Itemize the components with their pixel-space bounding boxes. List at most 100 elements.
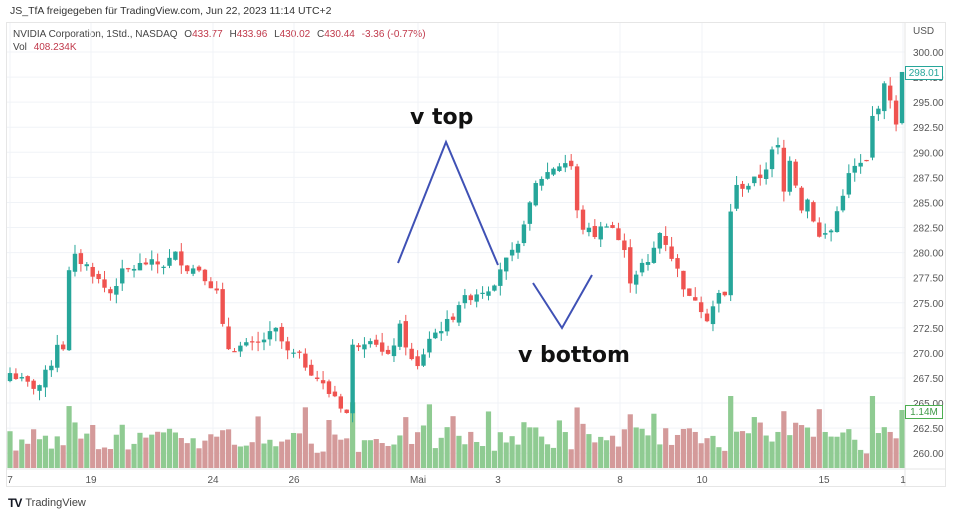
candle-body xyxy=(344,409,349,413)
volume-bar xyxy=(657,444,663,468)
candle-body xyxy=(149,259,154,265)
volume-bar xyxy=(722,450,728,468)
volume-bar xyxy=(184,443,190,468)
volume-bar xyxy=(515,444,521,468)
candle-body xyxy=(846,173,852,195)
volume-bar xyxy=(25,443,31,468)
volume-bar xyxy=(887,431,893,468)
volume-bar xyxy=(609,435,616,468)
candle-body xyxy=(409,348,414,360)
candle-body xyxy=(462,295,468,304)
volume-bar xyxy=(432,448,438,468)
candle-body xyxy=(60,344,66,350)
volume-bar xyxy=(385,445,391,468)
time-axis[interactable]: 7 19 24 26 Mai 3 8 10 15 1 xyxy=(7,475,906,486)
candle-body xyxy=(628,247,633,284)
candle-body xyxy=(799,187,804,211)
volume-bar xyxy=(202,440,208,468)
candle-body xyxy=(834,211,840,233)
volume-bar xyxy=(72,422,78,468)
volume-bar xyxy=(131,443,137,468)
volume-bar xyxy=(78,438,84,468)
v-bottom-line[interactable] xyxy=(532,274,593,330)
candle-body xyxy=(433,332,438,339)
candle-body xyxy=(675,258,680,269)
price-tick: 295.00 xyxy=(913,98,944,109)
volume-bar xyxy=(899,410,905,468)
candle-body xyxy=(492,285,497,291)
candle-body xyxy=(185,265,190,272)
volume-bar xyxy=(834,436,840,468)
price-axis[interactable]: 300.00297.50295.00292.50290.00287.50285.… xyxy=(913,48,944,460)
volume-bar xyxy=(190,438,196,468)
candle-body xyxy=(480,292,485,294)
candle-body xyxy=(84,264,89,267)
volume-bar xyxy=(698,443,704,468)
volume-bar xyxy=(509,436,515,468)
price-tick: 275.00 xyxy=(913,299,944,310)
candle-body xyxy=(350,344,355,414)
volume-bar xyxy=(651,413,657,468)
candle-body xyxy=(568,160,574,167)
volume-bar xyxy=(397,435,403,468)
candle-body xyxy=(249,341,255,343)
candle-body xyxy=(427,338,432,353)
candle-body xyxy=(858,162,863,167)
volume-bar xyxy=(438,437,444,468)
volume-bar xyxy=(373,438,379,468)
candle-body xyxy=(769,149,775,170)
volume-bar xyxy=(881,427,887,468)
volume-bar xyxy=(320,451,326,468)
v-top-annotation[interactable]: v top xyxy=(410,105,473,130)
candle-body xyxy=(645,262,651,265)
volume-bar xyxy=(674,434,681,468)
volume-bar xyxy=(875,433,881,468)
candle-body xyxy=(19,377,25,379)
volume-bar xyxy=(816,409,822,468)
candle-body xyxy=(320,380,326,384)
candle-body xyxy=(273,327,279,332)
candle-body xyxy=(13,373,19,380)
volume-bar xyxy=(527,427,533,468)
volume-bar xyxy=(733,431,740,468)
pattern-drawings[interactable]: v top v bottom xyxy=(397,105,630,368)
candle-body xyxy=(716,292,722,304)
volume-bar xyxy=(261,443,267,468)
candle-body xyxy=(173,251,178,260)
candle-body xyxy=(828,230,834,233)
volume-bar xyxy=(160,432,167,468)
volume-bar xyxy=(822,431,828,468)
candle-body xyxy=(108,289,113,294)
volume-bar xyxy=(225,429,232,468)
volume-bar xyxy=(798,425,805,468)
candle-body xyxy=(864,159,869,162)
volume-bar xyxy=(621,429,627,468)
tradingview-brand[interactable]: TV TradingView xyxy=(8,496,86,510)
volume-bar xyxy=(208,434,214,468)
volume-bar xyxy=(544,444,551,468)
candle-body xyxy=(669,246,674,259)
candle-body xyxy=(137,262,143,271)
time-tick: Mai xyxy=(410,475,426,486)
candle-body xyxy=(604,226,609,228)
volume-bar xyxy=(290,432,297,468)
volume-bar xyxy=(379,443,385,468)
volume-bar xyxy=(42,435,49,468)
candle-body xyxy=(37,385,42,391)
time-tick: 19 xyxy=(85,475,97,486)
volume-bar xyxy=(639,428,645,468)
candle-body xyxy=(876,108,881,115)
volume-bar xyxy=(19,439,25,468)
volume-bar xyxy=(663,428,669,468)
volume-bar xyxy=(793,422,799,468)
candle-body xyxy=(285,341,290,351)
volume-bar xyxy=(48,448,54,468)
candle-body xyxy=(279,326,284,342)
volume-bar xyxy=(568,449,574,468)
time-tick: 1 xyxy=(900,475,906,486)
candle-body xyxy=(586,227,592,233)
v-top-line[interactable] xyxy=(397,139,499,266)
v-bottom-annotation[interactable]: v bottom xyxy=(518,343,630,368)
candle-body xyxy=(196,266,202,271)
